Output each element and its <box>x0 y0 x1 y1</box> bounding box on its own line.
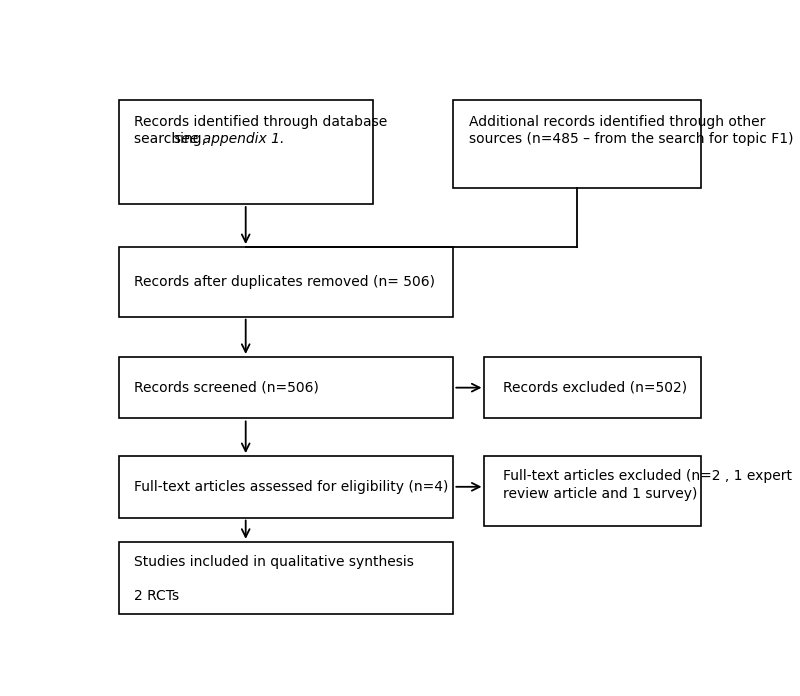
Text: Full-text articles excluded (n=2 , 1 expert: Full-text articles excluded (n=2 , 1 exp… <box>503 469 792 484</box>
Bar <box>485 456 702 525</box>
Bar <box>118 456 454 518</box>
Text: Full-text articles assessed for eligibility (n=4): Full-text articles assessed for eligibil… <box>134 480 449 493</box>
Bar <box>118 357 454 418</box>
Text: Records after duplicates removed (n= 506): Records after duplicates removed (n= 506… <box>134 275 435 289</box>
Bar <box>118 541 454 614</box>
Text: Records identified through database: Records identified through database <box>134 115 387 129</box>
Text: 2 RCTs: 2 RCTs <box>134 590 179 603</box>
Text: sources (n=485 – from the search for topic F1): sources (n=485 – from the search for top… <box>469 132 794 145</box>
Bar <box>118 247 454 317</box>
Text: see appendix 1.: see appendix 1. <box>174 132 284 145</box>
Text: review article and 1 survey): review article and 1 survey) <box>503 487 698 500</box>
Text: searching,: searching, <box>134 132 210 145</box>
Text: Records screened (n=506): Records screened (n=506) <box>134 381 319 395</box>
Text: Records excluded (n=502): Records excluded (n=502) <box>503 381 687 395</box>
Bar <box>118 100 373 204</box>
Text: Additional records identified through other: Additional records identified through ot… <box>469 115 766 129</box>
Bar <box>454 100 702 188</box>
Bar <box>485 357 702 418</box>
Text: Studies included in qualitative synthesis: Studies included in qualitative synthesi… <box>134 555 414 569</box>
